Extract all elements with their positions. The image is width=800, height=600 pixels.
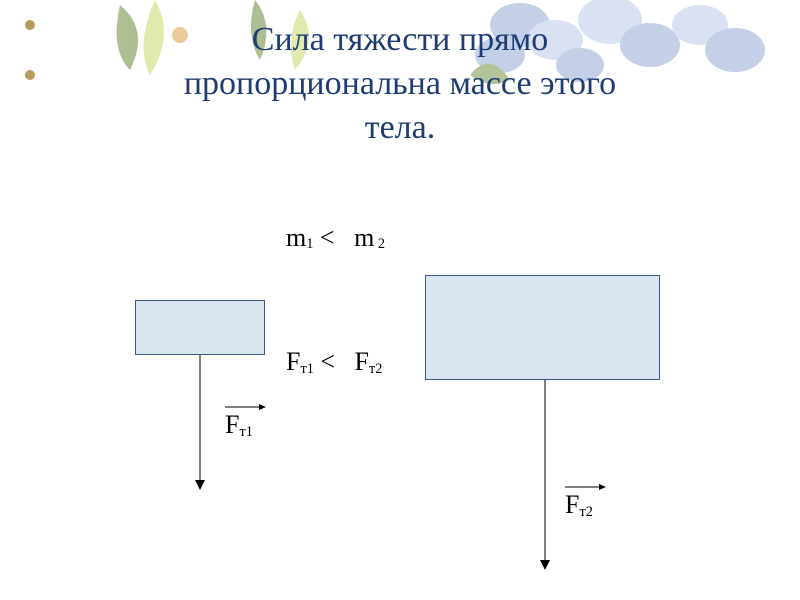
ft2-main: F	[565, 490, 579, 519]
ft1-sub: т1	[239, 424, 252, 440]
vector-label-ft1: Fт1	[225, 410, 253, 440]
force-arrow-1	[190, 355, 210, 492]
body-small-rect	[135, 300, 265, 355]
ft2-sub: т2	[579, 504, 592, 520]
page-title: Сила тяжести прямо пропорциональна массе…	[0, 18, 800, 151]
m1-sub: 1	[306, 236, 313, 252]
ft1-main: F	[225, 410, 239, 439]
formula-block: m1 < m 2 Fт1 < Fт2	[260, 175, 385, 425]
formula-mass-inequality: m1 < m 2	[260, 175, 385, 300]
title-line-2: пропорциональна массе этого	[0, 62, 800, 106]
title-line-3: тела.	[0, 106, 800, 150]
m2-sub: 2	[374, 236, 385, 252]
force-arrow-2	[535, 380, 555, 572]
m2-var: m	[354, 223, 374, 252]
formula-force-inequality: Fт1 < Fт2	[260, 300, 385, 425]
m1-var: m	[286, 223, 306, 252]
f2-sub: т2	[369, 361, 382, 377]
f2-var: F	[355, 347, 369, 376]
f1-sub: т1	[300, 361, 313, 377]
force-op: <	[314, 347, 355, 376]
vector-label-ft2: Fт2	[565, 490, 593, 520]
mass-op: <	[313, 223, 354, 252]
body-large-rect	[425, 275, 660, 380]
title-line-1: Сила тяжести прямо	[0, 18, 800, 62]
f1-var: F	[286, 347, 300, 376]
